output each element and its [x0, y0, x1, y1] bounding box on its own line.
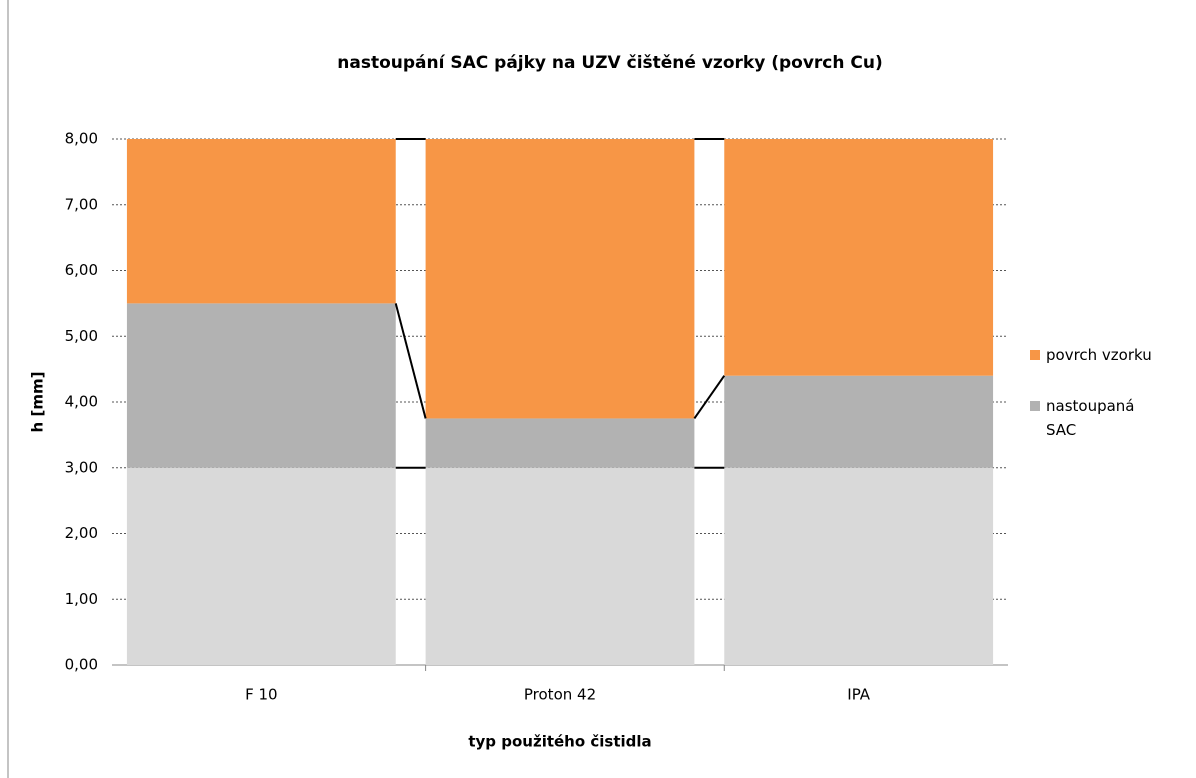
bar-segment [724, 139, 994, 376]
y-tick-label: 5,00 [65, 327, 98, 345]
y-tick-label: 4,00 [65, 393, 98, 411]
legend-label: povrch vzorku [1046, 346, 1152, 364]
series-line [394, 303, 427, 419]
legend-swatch [1030, 350, 1040, 360]
bar-segment [425, 139, 695, 419]
x-tick-label: F 10 [245, 686, 277, 704]
bar-segment [126, 139, 396, 304]
legend-item: nastoupaná SAC [1030, 397, 1190, 442]
y-tick-label: 2,00 [65, 524, 98, 542]
x-axis-label: typ použitého čistidla [468, 733, 651, 751]
series-line [693, 375, 726, 420]
bar-segment [425, 418, 695, 468]
y-tick-label: 8,00 [65, 130, 98, 148]
y-tick-label: 1,00 [65, 590, 98, 608]
y-tick-label: 3,00 [65, 458, 98, 476]
y-tick-label: 7,00 [65, 195, 98, 213]
bar-segment [126, 303, 396, 468]
legend-label: nastoupaná SAC [1046, 397, 1135, 439]
y-tick-label: 6,00 [65, 261, 98, 279]
chart-title: nastoupání SAC pájky na UZV čištěné vzor… [337, 53, 882, 73]
bar-segment [724, 467, 994, 665]
legend: povrch vzorku nastoupaná SAC [1030, 346, 1190, 472]
y-axis-label: h [mm] [29, 372, 47, 433]
bar-segment [126, 467, 396, 665]
x-tick-label: Proton 42 [524, 686, 596, 704]
legend-swatch [1030, 401, 1040, 411]
x-tick-label: IPA [847, 686, 871, 704]
bar-segment [724, 375, 994, 468]
legend-item: povrch vzorku [1030, 346, 1190, 367]
y-tick-label: 0,00 [65, 656, 98, 674]
bar-segment [425, 467, 695, 665]
